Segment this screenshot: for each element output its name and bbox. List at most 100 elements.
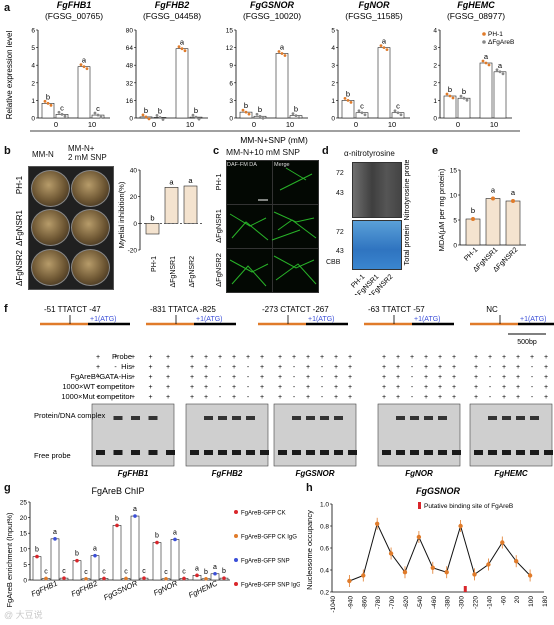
- gene-id: (FGSG_10020): [243, 11, 301, 21]
- data-point: [396, 111, 400, 115]
- promoter-site: -51 TTATCT -47: [44, 305, 101, 314]
- emsa-row-label: His: [121, 362, 132, 371]
- gel-label: Protein/DNA complex: [34, 411, 106, 420]
- lane-sign: +: [131, 364, 135, 371]
- lane-sign: +: [260, 354, 264, 361]
- lane-sign: -: [293, 374, 296, 381]
- lane-sign: +: [260, 394, 264, 401]
- occupancy-line: [349, 522, 531, 582]
- data-point: [430, 565, 435, 570]
- significance-letter: c: [142, 568, 146, 575]
- complex-band: [148, 416, 158, 420]
- data-point: [484, 61, 488, 65]
- significance-letter: a: [188, 176, 193, 185]
- data-point: [57, 110, 61, 114]
- free-probe-band: [396, 450, 405, 455]
- significance-letter: c: [96, 104, 100, 113]
- promoter-site: -831 TTATCA -825: [150, 305, 216, 314]
- y-tick-label: 1: [31, 98, 35, 105]
- y-tick-label: 40: [130, 168, 138, 175]
- panel-d-right-1: Nitrotyrosine protein: [402, 160, 411, 221]
- significance-letter: c: [182, 568, 186, 575]
- free-probe-band: [260, 450, 269, 455]
- lane-sign: +: [396, 354, 400, 361]
- y-tick-label: 64: [126, 45, 134, 52]
- y-tick-label: 0: [129, 116, 133, 123]
- y-tick-label: 2: [433, 80, 437, 87]
- x-tick-label: ΔFgNSR1: [170, 256, 177, 288]
- lane-sign: +: [131, 384, 135, 391]
- bar: [275, 53, 289, 119]
- free-probe-band: [382, 450, 391, 455]
- data-point: [44, 576, 48, 581]
- legend-marker: [234, 510, 238, 514]
- lane-sign: +: [474, 384, 478, 391]
- data-point: [382, 46, 386, 49]
- y-tick-label: 0: [23, 578, 27, 585]
- legend-label: FgAreB-GFP CK IgG: [241, 535, 297, 541]
- y-tick-label: 0.2: [320, 590, 329, 597]
- complex-band: [232, 416, 241, 420]
- lane-sign: -: [531, 394, 534, 401]
- x-tick-label: 0: [54, 120, 58, 129]
- data-point: [102, 576, 106, 581]
- gene-title: FgFHB2: [155, 0, 190, 10]
- bar: [465, 218, 481, 246]
- lane-sign: +: [334, 354, 338, 361]
- lane-sign: +: [424, 384, 428, 391]
- data-point: [191, 113, 195, 117]
- significance-letter: b: [75, 551, 79, 558]
- free-probe-band: [292, 450, 301, 455]
- data-point: [60, 112, 64, 116]
- x-tick-label: 20: [514, 596, 521, 604]
- legend-label: FgAreB-GFP CK: [241, 511, 286, 517]
- data-point: [133, 514, 137, 518]
- bar: [493, 71, 507, 119]
- free-probe-band: [502, 450, 511, 455]
- data-point: [164, 576, 168, 581]
- free-probe-band: [306, 450, 315, 455]
- lane-sign: +: [232, 374, 236, 381]
- significance-letter: c: [360, 102, 364, 111]
- data-point: [63, 114, 67, 118]
- lane-sign: +: [382, 364, 386, 371]
- lane-sign: +: [488, 354, 492, 361]
- data-point: [161, 118, 165, 121]
- y-tick-label: 48: [126, 63, 134, 70]
- lane-sign: +: [232, 364, 236, 371]
- lane-sign: +: [320, 354, 324, 361]
- data-point: [255, 112, 259, 116]
- cbb-blot: [352, 220, 402, 270]
- lane-sign: -: [489, 384, 492, 391]
- plate-dish: [71, 170, 110, 207]
- lane-sign: +: [334, 384, 338, 391]
- lane-sign: +: [438, 374, 442, 381]
- lane-sign: +: [424, 374, 428, 381]
- data-point: [349, 101, 353, 104]
- x-tick-label: FgFHB2: [70, 578, 100, 598]
- significance-letter: a: [280, 42, 285, 51]
- x-tick-label: 10: [388, 120, 396, 129]
- y-tick-label: 2: [331, 80, 335, 87]
- complex-band: [410, 416, 419, 420]
- y-tick-label: 20: [20, 515, 28, 522]
- data-point: [360, 111, 364, 115]
- lane-sign: -: [247, 384, 250, 391]
- lane-sign: +: [260, 374, 264, 381]
- lane-sign: +: [438, 394, 442, 401]
- significance-letter: b: [35, 547, 39, 554]
- data-point: [43, 99, 47, 103]
- lane-sign: +: [166, 354, 170, 361]
- lane-sign: +: [306, 384, 310, 391]
- bar: [170, 539, 180, 581]
- free-probe-band: [232, 450, 241, 455]
- data-point: [115, 523, 119, 528]
- bar: [443, 95, 457, 119]
- panel-letter-g: g: [4, 482, 11, 494]
- x-tick-label: -940: [347, 596, 354, 609]
- lane-sign: -: [219, 384, 222, 391]
- free-probe-band: [488, 450, 497, 455]
- bar: [50, 538, 60, 581]
- significance-letter: a: [498, 61, 503, 70]
- lane-sign: +: [424, 354, 428, 361]
